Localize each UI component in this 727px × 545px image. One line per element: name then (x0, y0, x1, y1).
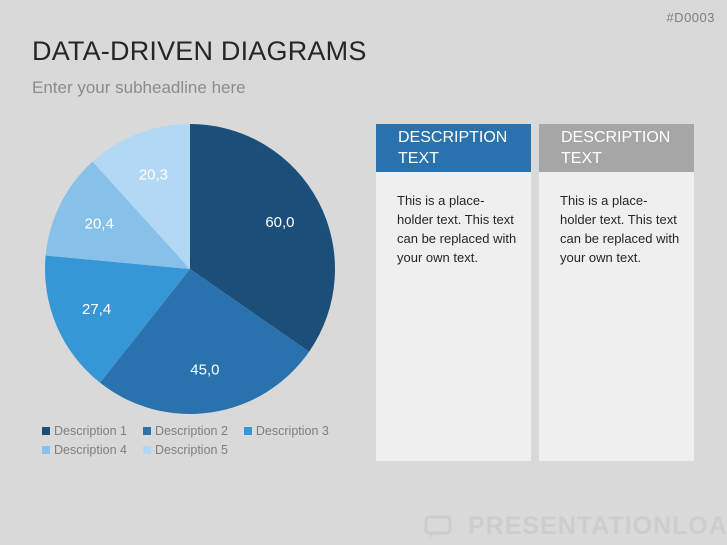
card-header: DESCRIPTION TEXT (539, 124, 694, 172)
legend-label: Description 2 (154, 424, 228, 438)
pie-data-label-3: 27,4 (82, 301, 111, 318)
slide-subtitle: Enter your subheadline here (32, 78, 246, 97)
legend-swatch (142, 446, 151, 454)
pie-data-label-4: 20,4 (85, 216, 114, 233)
legend-swatch (243, 427, 252, 435)
description-card-2: DESCRIPTION TEXT This is a place-holder … (539, 124, 694, 461)
pie-slice-4 (45, 161, 191, 269)
legend-item-2: Description 2 (142, 424, 228, 438)
legend-label: Description 5 (154, 443, 228, 457)
slide-code: #D0003 (666, 10, 715, 25)
legend-label: Description 1 (54, 424, 127, 438)
speech-bubble-icon (424, 515, 452, 538)
legend-label: Description 3 (255, 424, 329, 438)
pie-slice-5 (92, 124, 190, 269)
slide-title: DATA-DRIVEN DIAGRAMS (32, 36, 367, 66)
pie-data-label-5: 20,3 (139, 166, 168, 183)
legend-item-4: Description 4 (42, 443, 127, 457)
pie-slice-2 (99, 269, 310, 414)
legend-label: Description 4 (54, 443, 127, 457)
card-body: This is a place-holder text. This text c… (560, 193, 680, 265)
chart-legend: Description 1 Description 2 Description 3 D… (42, 424, 372, 462)
card-body: This is a place-holder text. This text c… (397, 193, 517, 265)
pie-slice-1 (190, 124, 335, 352)
pie-slice-3 (45, 255, 190, 383)
legend-swatch (42, 427, 50, 435)
legend-item-3: Description 3 (243, 424, 329, 438)
legend-item-1: Description 1 (42, 424, 127, 438)
card-header: DESCRIPTION TEXT (376, 124, 531, 172)
legend-swatch (142, 427, 151, 435)
legend-item-5: Description 5 (142, 443, 228, 457)
pie-data-label-1: 60,0 (265, 214, 294, 231)
legend-swatch (42, 446, 50, 454)
pie-data-label-2: 45,0 (190, 361, 219, 378)
description-card-1: DESCRIPTION TEXT This is a place-holder … (376, 124, 531, 461)
watermark-text: PRESENTATIONLOAD (468, 512, 727, 540)
